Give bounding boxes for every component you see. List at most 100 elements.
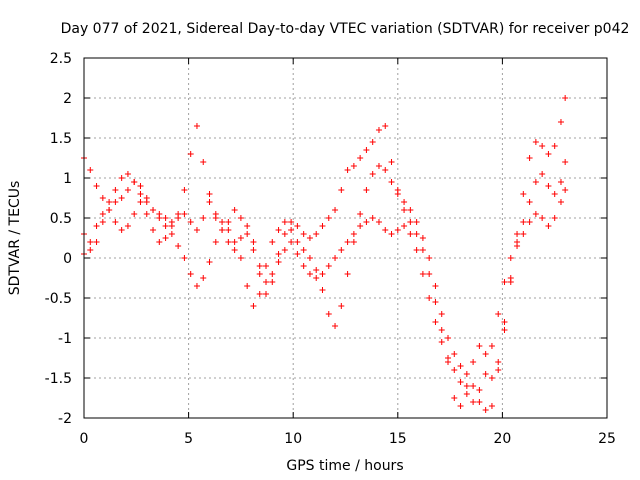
y-tick-label: 2 bbox=[63, 91, 72, 107]
data-point bbox=[156, 239, 163, 245]
data-point bbox=[445, 355, 452, 361]
x-tick-label: 15 bbox=[389, 431, 407, 447]
data-point bbox=[332, 323, 339, 329]
data-point bbox=[137, 183, 144, 189]
data-point bbox=[526, 155, 533, 161]
data-point bbox=[488, 403, 495, 409]
data-point bbox=[363, 219, 370, 225]
data-point bbox=[313, 275, 320, 281]
data-point bbox=[106, 199, 113, 205]
data-point bbox=[557, 199, 564, 205]
data-point bbox=[432, 319, 439, 325]
data-point bbox=[482, 371, 489, 377]
data-point bbox=[168, 223, 175, 229]
data-point bbox=[419, 247, 426, 253]
data-point bbox=[237, 215, 244, 221]
data-point bbox=[124, 187, 131, 193]
data-point bbox=[162, 223, 169, 229]
data-point bbox=[539, 171, 546, 177]
data-point bbox=[507, 275, 514, 281]
data-point bbox=[545, 223, 552, 229]
data-point bbox=[87, 167, 94, 173]
y-tick-label: 0.5 bbox=[50, 211, 72, 227]
data-point bbox=[551, 191, 558, 197]
data-point bbox=[162, 235, 169, 241]
data-point bbox=[526, 219, 533, 225]
data-point bbox=[244, 283, 251, 289]
data-point bbox=[294, 239, 301, 245]
data-point bbox=[256, 271, 263, 277]
data-point bbox=[375, 219, 382, 225]
data-point bbox=[99, 219, 106, 225]
data-point bbox=[375, 127, 382, 133]
data-point bbox=[313, 231, 320, 237]
data-point bbox=[562, 95, 569, 101]
data-point bbox=[131, 211, 138, 217]
data-point bbox=[501, 319, 508, 325]
y-tick-label: 2.5 bbox=[50, 51, 72, 67]
y-tick-label: 0 bbox=[63, 251, 72, 267]
data-point bbox=[488, 375, 495, 381]
data-point bbox=[375, 163, 382, 169]
data-point bbox=[451, 367, 458, 373]
x-axis-label: GPS time / hours bbox=[286, 458, 403, 474]
data-point bbox=[306, 255, 313, 261]
data-point bbox=[495, 359, 502, 365]
data-point bbox=[118, 175, 125, 181]
data-point bbox=[231, 247, 238, 253]
data-point bbox=[557, 179, 564, 185]
data-point bbox=[470, 399, 477, 405]
data-point bbox=[419, 235, 426, 241]
data-point bbox=[281, 219, 288, 225]
plot-frame bbox=[83, 57, 608, 419]
grid bbox=[84, 58, 607, 418]
data-point bbox=[175, 243, 182, 249]
y-tick-label: -1 bbox=[58, 331, 72, 347]
data-point bbox=[219, 227, 226, 233]
data-point bbox=[200, 215, 207, 221]
x-axis-ticks: 0 5 10 15 20 25 bbox=[80, 58, 616, 447]
data-point bbox=[350, 239, 357, 245]
data-point bbox=[394, 187, 401, 193]
data-point bbox=[388, 159, 395, 165]
data-point bbox=[539, 143, 546, 149]
data-point bbox=[419, 271, 426, 277]
data-point bbox=[369, 139, 376, 145]
data-point bbox=[432, 299, 439, 305]
data-point bbox=[200, 159, 207, 165]
data-point bbox=[250, 247, 257, 253]
data-point bbox=[382, 227, 389, 233]
data-point bbox=[470, 359, 477, 365]
data-point bbox=[557, 119, 564, 125]
data-point bbox=[118, 227, 125, 233]
data-point bbox=[294, 251, 301, 257]
data-point bbox=[507, 255, 514, 261]
data-point bbox=[476, 387, 483, 393]
data-point bbox=[357, 223, 364, 229]
data-point bbox=[187, 151, 194, 157]
data-point bbox=[87, 239, 94, 245]
data-point bbox=[332, 255, 339, 261]
data-point bbox=[187, 219, 194, 225]
data-point bbox=[212, 239, 219, 245]
data-point bbox=[445, 335, 452, 341]
data-point bbox=[313, 267, 320, 273]
data-point bbox=[263, 263, 270, 269]
data-point bbox=[520, 231, 527, 237]
data-point bbox=[112, 199, 119, 205]
data-point bbox=[532, 139, 539, 145]
data-point bbox=[495, 311, 502, 317]
data-point bbox=[87, 247, 94, 253]
data-point bbox=[369, 215, 376, 221]
data-point bbox=[551, 143, 558, 149]
data-point bbox=[401, 223, 408, 229]
data-point bbox=[344, 167, 351, 173]
data-point bbox=[212, 211, 219, 217]
data-point bbox=[551, 215, 558, 221]
data-point bbox=[244, 231, 251, 237]
data-point bbox=[112, 219, 119, 225]
y-tick-label: -1.5 bbox=[45, 371, 72, 387]
data-point bbox=[288, 227, 295, 233]
data-point bbox=[438, 339, 445, 345]
